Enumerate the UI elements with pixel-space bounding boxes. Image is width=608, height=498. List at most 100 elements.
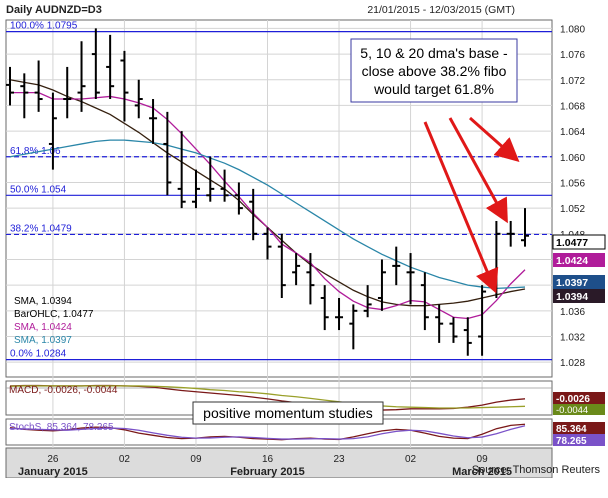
value-tag-text: 1.0477 xyxy=(556,237,588,249)
price-tick-label: 1.068 xyxy=(560,101,585,112)
ohlc-bar xyxy=(34,60,43,112)
date-tick-label: 16 xyxy=(262,454,274,465)
ohlc-bar xyxy=(91,28,100,100)
axis-labels: 1.0281.0321.0361.0401.0441.0481.0521.056… xyxy=(18,24,606,478)
ohlc-bar xyxy=(406,253,415,305)
callout: 5, 10 & 20 dma's base - close above 38.2… xyxy=(350,38,518,103)
arrow-to-fib-38 xyxy=(448,117,508,224)
indicator-panels: MACD, -0.0026, -0.0044 -0.0026-0.0044 Stoc… xyxy=(6,384,605,447)
callout-line-3: would target 61.8% xyxy=(373,81,494,97)
price-tick-label: 1.060 xyxy=(560,153,585,164)
date-tick-label: 09 xyxy=(477,454,489,465)
ohlc-bars xyxy=(6,28,529,356)
source-note: Source: Thomson Reuters xyxy=(471,464,600,476)
stoch-title: StochS, 85.364, 78.265 xyxy=(9,422,114,433)
ohlc-bar xyxy=(220,169,229,202)
date-tick-label: 09 xyxy=(190,454,202,465)
month-label: March 2015 xyxy=(452,466,512,478)
value-tag-text: 1.0424 xyxy=(556,255,588,267)
ohlc-bar xyxy=(134,79,143,119)
ohlc-bar xyxy=(463,317,472,356)
ohlc-bar xyxy=(234,182,243,215)
month-label: February 2015 xyxy=(230,466,305,478)
ohlc-bar xyxy=(206,156,215,202)
legend-entry: SMA, 1.0424 xyxy=(14,322,72,333)
price-tick-label: 1.036 xyxy=(560,307,585,318)
ohlc-bar xyxy=(335,297,344,331)
chart-svg: Daily AUDNZD=D3 21/01/2015 - 12/03/2015 … xyxy=(5,4,608,479)
fibonacci-label: 61.8% 1.06 xyxy=(10,146,61,157)
ohlc-bar xyxy=(106,34,115,100)
ohlc-bar xyxy=(392,246,401,286)
date-tick-label: 02 xyxy=(119,454,131,465)
ohlc-bar xyxy=(377,259,386,311)
ohlc-bar xyxy=(191,169,200,209)
macd-value-box xyxy=(553,392,605,404)
fibonacci-label: 38.2% 1.0479 xyxy=(10,223,72,234)
ohlc-bar xyxy=(349,304,358,350)
macd-signal-text: -0.0044 xyxy=(556,405,588,416)
stoch-line xyxy=(9,425,526,440)
value-tag-text: 1.0394 xyxy=(556,291,588,303)
chart-date-range: 21/01/2015 - 12/03/2015 (GMT) xyxy=(367,4,515,16)
macd-value-text: -0.0026 xyxy=(556,394,590,405)
stoch-d-box xyxy=(553,434,605,446)
momentum-note: positive momentum studies xyxy=(192,401,384,425)
fibonacci-label: 100.0% 1.0795 xyxy=(10,21,78,32)
fibonacci-levels: 100.0% 1.0795 61.8% 1.06 50.0% 1.054 38.2% … xyxy=(6,21,552,361)
price-axis xyxy=(553,20,608,448)
date-tick-label: 23 xyxy=(333,454,345,465)
legend-entry: SMA, 1.0394 xyxy=(14,296,72,307)
date-tick-label: 26 xyxy=(47,454,59,465)
value-tag-box xyxy=(553,253,605,267)
sma-line xyxy=(9,139,526,290)
price-tick-label: 1.056 xyxy=(560,178,585,189)
callout-line-2: close above 38.2% fibo xyxy=(362,63,507,79)
chart-container: Daily AUDNZD=D3 21/01/2015 - 12/03/2015 … xyxy=(5,4,608,479)
ohlc-bar xyxy=(77,41,86,112)
stoch-d-text: 78.265 xyxy=(556,436,587,447)
series-legend: SMA, 1.0394 BarOHLC, 1.0477 SMA, 1.0424 SMA… xyxy=(14,296,94,346)
ohlc-bar xyxy=(363,285,372,318)
fibonacci-label: 0.0% 1.0284 xyxy=(10,349,67,360)
momentum-note-box xyxy=(192,401,384,425)
price-tick-label: 1.080 xyxy=(560,24,585,35)
arrow-to-sma-base xyxy=(423,121,499,294)
ohlc-bar xyxy=(420,272,429,331)
callout-line-1: 5, 10 & 20 dma's base - xyxy=(360,45,508,61)
ohlc-bar xyxy=(292,253,301,286)
ohlc-bar xyxy=(449,317,458,343)
price-tick-label: 1.052 xyxy=(560,204,585,215)
ohlc-bar xyxy=(48,92,57,170)
ohlc-bar xyxy=(277,233,286,298)
ohlc-bar xyxy=(320,285,329,331)
ohlc-bar xyxy=(506,220,515,247)
ohlc-bar xyxy=(63,66,72,119)
ohlc-bar xyxy=(177,131,186,209)
stoch-k-text: 85.364 xyxy=(556,424,587,435)
macd-title: MACD, -0.0026, -0.0044 xyxy=(9,385,118,396)
stoch-line xyxy=(9,423,526,441)
month-label: January 2015 xyxy=(18,466,88,478)
callout-box xyxy=(350,38,518,103)
macd-line xyxy=(9,385,526,409)
ohlc-bar xyxy=(306,253,315,305)
ohlc-bar xyxy=(521,208,529,247)
ohlc-bar xyxy=(6,66,14,106)
fibonacci-label: 50.0% 1.054 xyxy=(10,184,67,195)
momentum-note-text: positive momentum studies xyxy=(203,405,373,421)
ohlc-bar xyxy=(163,111,172,196)
chart-title: Daily AUDNZD=D3 xyxy=(6,4,102,16)
macd-signal-box xyxy=(553,404,605,415)
annotation-arrows xyxy=(423,116,520,294)
date-tick-label: 02 xyxy=(405,454,417,465)
ohlc-bar xyxy=(263,227,272,260)
date-axis xyxy=(5,447,553,479)
value-tag-text: 1.0397 xyxy=(556,277,588,289)
value-tag-box xyxy=(553,289,605,303)
value-tag-box xyxy=(552,234,606,250)
value-tag-box xyxy=(553,275,605,289)
legend-entry: SMA, 1.0397 xyxy=(14,335,72,346)
ohlc-bar xyxy=(120,50,129,122)
price-tick-label: 1.064 xyxy=(560,127,585,138)
